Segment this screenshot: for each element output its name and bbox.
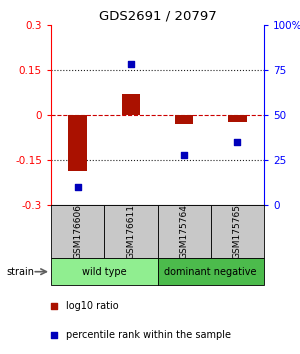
Point: [52, 332, 57, 338]
Text: strain: strain: [6, 267, 34, 277]
Text: wild type: wild type: [82, 267, 127, 277]
Title: GDS2691 / 20797: GDS2691 / 20797: [99, 9, 216, 22]
Text: GSM175765: GSM175765: [233, 204, 242, 259]
Text: dominant negative: dominant negative: [164, 267, 257, 277]
Bar: [104, 205, 158, 258]
Text: GSM176611: GSM176611: [126, 204, 135, 259]
Point: [75, 184, 80, 190]
Bar: [51, 258, 158, 285]
Point: [182, 152, 187, 158]
Bar: [122, 94, 140, 115]
Bar: [51, 205, 104, 258]
Bar: [158, 258, 264, 285]
Point: [235, 139, 240, 145]
Text: log10 ratio: log10 ratio: [66, 301, 118, 310]
Bar: [211, 205, 264, 258]
Bar: [158, 205, 211, 258]
Text: GSM175764: GSM175764: [180, 204, 189, 259]
Text: GSM176606: GSM176606: [73, 204, 82, 259]
Text: percentile rank within the sample: percentile rank within the sample: [66, 330, 231, 340]
Point: [128, 62, 133, 67]
Point: [52, 303, 57, 308]
Bar: [68, 115, 87, 171]
Bar: [175, 115, 194, 124]
Bar: [228, 115, 247, 122]
